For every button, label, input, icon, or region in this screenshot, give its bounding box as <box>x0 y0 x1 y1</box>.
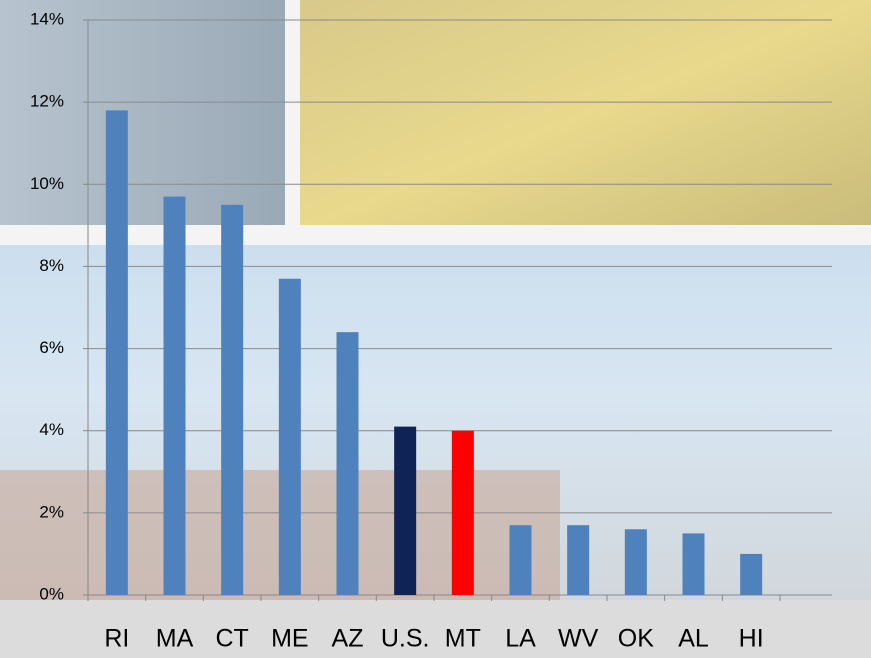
bar <box>221 204 244 596</box>
y-tick-label: 4% <box>39 420 64 439</box>
x-tick-label: MT <box>445 625 481 653</box>
x-tick-label: OK <box>618 625 654 653</box>
y-tick-label: 14% <box>30 9 64 28</box>
y-tick-label: 8% <box>39 256 64 275</box>
x-tick-label: U.S. <box>381 625 430 653</box>
y-tick-label: 0% <box>39 584 64 603</box>
x-tick-label: CT <box>216 625 249 653</box>
bar <box>394 426 417 595</box>
y-tick-label: 6% <box>39 338 64 357</box>
bar <box>278 278 301 595</box>
x-tick-label: RI <box>104 625 129 653</box>
x-tick-label: AL <box>678 625 709 653</box>
x-tick-label: AZ <box>332 625 364 653</box>
bar <box>509 525 532 595</box>
x-tick-label: LA <box>505 625 536 653</box>
x-tick-label: MA <box>156 625 194 653</box>
x-tick-label: HI <box>739 625 764 653</box>
x-tick-label: ME <box>271 625 309 653</box>
bar <box>740 553 763 595</box>
bar <box>567 525 590 595</box>
bar <box>336 332 359 595</box>
y-tick-label: 2% <box>39 502 64 521</box>
bar <box>451 430 474 595</box>
bar <box>682 533 705 595</box>
x-tick-label: WV <box>558 625 599 653</box>
bar <box>624 529 647 595</box>
bar <box>163 196 186 595</box>
bar <box>105 110 128 595</box>
y-tick-label: 10% <box>30 174 64 193</box>
y-tick-label: 12% <box>30 92 64 111</box>
